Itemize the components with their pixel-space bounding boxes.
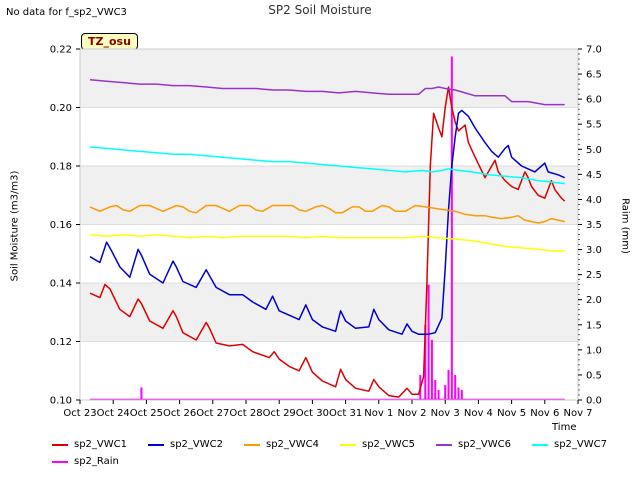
grid-band [80,49,578,108]
legend-item-sp2_VWC5: sp2_VWC5 [340,439,436,450]
legend: sp2_VWC1 sp2_VWC2 sp2_VWC4 sp2_VWC5 sp2_VWC6… [52,436,632,470]
series-line-sp2_VWC4 [89,204,565,224]
x-tick-label: Nov 3 [431,408,460,419]
y-tick-label: 0.20 [50,103,72,114]
legend-label: sp2_VWC7 [554,439,607,450]
x-tick-label: Nov 5 [497,408,526,419]
series-line-sp2_VWC7 [89,146,565,185]
legend-item-sp2_VWC6: sp2_VWC6 [436,439,532,450]
y2-tick-label: 6.0 [586,95,602,106]
series-line-sp2_VWC5 [89,233,565,252]
legend-label: sp2_VWC5 [362,439,415,450]
y2-tick-label: 5.0 [586,145,602,156]
y2-tick-label: 3.0 [586,245,602,256]
x-tick-label: Nov 1 [364,408,393,419]
legend-item-sp2_VWC4: sp2_VWC4 [244,439,340,450]
y2-tick-label: 2.5 [586,270,602,281]
y2-tick-label: 2.0 [586,295,602,306]
y-tick-label: 0.10 [50,396,72,407]
y2-tick-label: 1.5 [586,320,602,331]
legend-label: sp2_VWC1 [74,439,127,450]
legend-swatch [532,443,548,446]
x-tick-label: Oct 29 [263,408,296,419]
chart-title: SP2 Soil Moisture [268,3,372,17]
x-tick-label: Oct 23 [63,408,96,419]
x-axis-label: Time [552,422,577,433]
x-tick-label: Nov 7 [563,408,592,419]
y-tick-label: 0.14 [50,279,72,290]
y2-tick-label: 6.5 [586,70,602,81]
x-tick-label: Oct 24 [97,408,130,419]
x-tick-label: Oct 28 [229,408,262,419]
x-tick-label: Nov 2 [397,408,426,419]
series-line-sp2_VWC6 [89,78,565,106]
legend-label: sp2_Rain [74,456,119,467]
grid-band [80,166,578,225]
legend-label: sp2_VWC6 [458,439,511,450]
legend-swatch [340,443,356,446]
y2-tick-label: 1.0 [586,345,602,356]
legend-swatch [52,460,68,463]
x-tick-label: Nov 6 [530,408,559,419]
y-tick-label: 0.18 [50,162,72,173]
grid-band [80,283,578,342]
legend-swatch [52,443,68,446]
no-data-note: No data for f_sp2_VWC3 [6,7,127,18]
x-tick-label: Oct 26 [163,408,196,419]
y2-tick-label: 4.5 [586,170,602,181]
x-tick-label: Oct 30 [296,408,329,419]
y-tick-label: 0.22 [50,45,72,56]
x-tick-label: Oct 31 [329,408,362,419]
y2-tick-label: 0.5 [586,370,602,381]
y-tick-label: 0.16 [50,220,72,231]
legend-swatch [148,443,164,446]
y-tick-label: 0.12 [50,337,72,348]
legend-item-sp2_VWC1: sp2_VWC1 [52,439,148,450]
y2-tick-label: 3.5 [586,220,602,231]
legend-swatch [436,443,452,446]
x-tick-label: Oct 27 [196,408,229,419]
series-line-sp2_VWC2 [89,109,566,335]
legend-label: sp2_VWC2 [170,439,223,450]
legend-item-sp2_VWC2: sp2_VWC2 [148,439,244,450]
y2-tick-label: 5.5 [586,120,602,131]
x-tick-label: Nov 4 [464,408,493,419]
legend-item-sp2_Rain: sp2_Rain [52,456,148,467]
x-tick-label: Oct 25 [130,408,163,419]
y2-tick-label: 7.0 [586,45,602,56]
legend-swatch [244,443,260,446]
legend-label: sp2_VWC4 [266,439,319,450]
legend-item-sp2_VWC7: sp2_VWC7 [532,439,628,450]
y2-tick-label: 4.0 [586,195,602,206]
y2-tick-label: 0.0 [586,396,602,407]
